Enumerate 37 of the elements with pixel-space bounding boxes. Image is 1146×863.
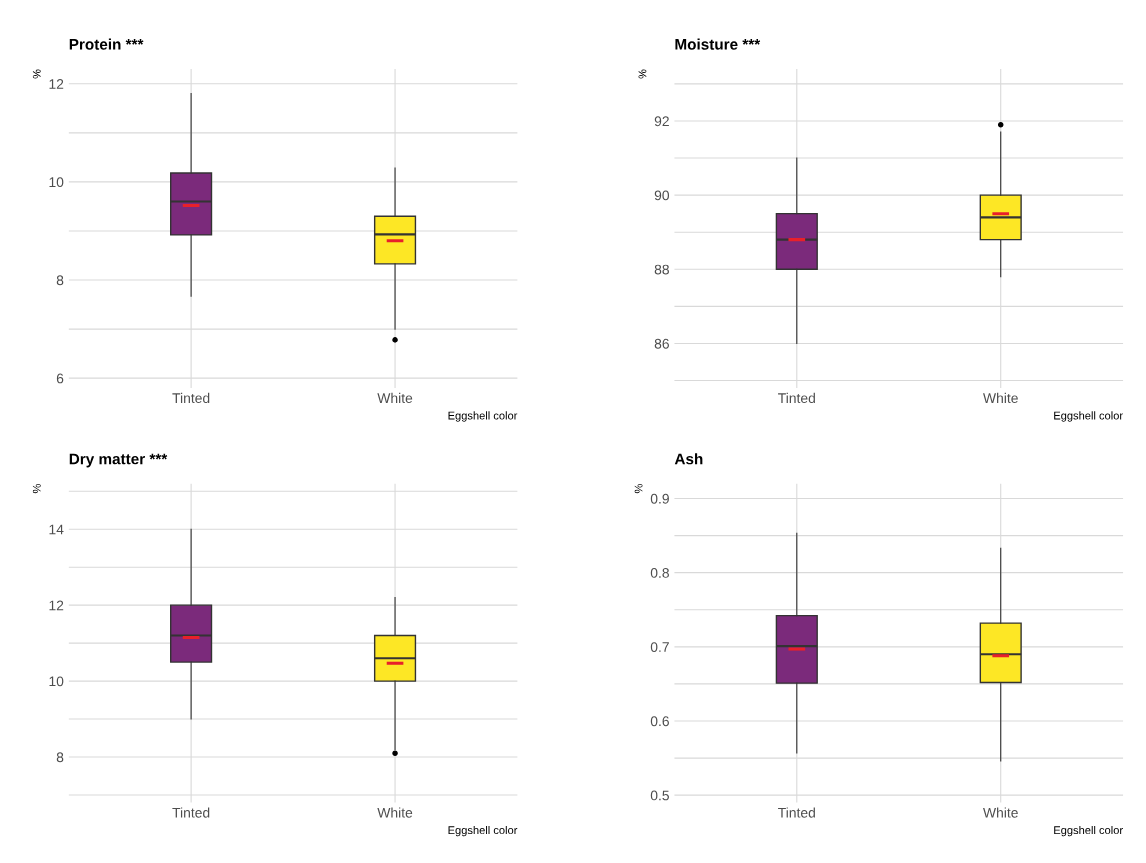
y-tick-label: 8 — [56, 275, 64, 286]
y-tick-label: 12 — [49, 600, 64, 611]
x-tick-label: White — [983, 392, 1018, 404]
y-axis-title: % — [32, 69, 41, 79]
y-tick-label: 0.8 — [650, 567, 669, 578]
y-tick-label: 0.7 — [650, 642, 669, 652]
x-tick-label: Tinted — [172, 392, 210, 404]
chart-title: Dry matter *** — [69, 453, 168, 468]
chart-title: Moisture *** — [675, 38, 761, 50]
x-axis-title: Eggshell color — [1054, 825, 1123, 837]
y-tick-label: 8 — [56, 752, 64, 763]
y-tick-label: 6 — [56, 373, 64, 384]
x-tick-label: White — [377, 807, 413, 818]
x-axis-title: Eggshell color — [448, 411, 518, 422]
y-tick-label: 88 — [654, 264, 669, 275]
x-tick-label: Tinted — [778, 392, 815, 404]
chart-title: Protein *** — [69, 38, 144, 50]
x-tick-label: Tinted — [778, 807, 815, 818]
x-tick-label: Tinted — [172, 807, 210, 818]
y-axis-title: % — [32, 484, 41, 494]
y-tick-label: 0.9 — [650, 493, 669, 504]
y-tick-label: 0.5 — [650, 790, 669, 801]
x-tick-label: White — [377, 392, 413, 404]
y-tick-label: 90 — [654, 190, 670, 201]
y-tick-label: 14 — [49, 524, 64, 535]
y-tick-label: 10 — [49, 676, 64, 687]
x-axis-title: Eggshell color — [448, 825, 518, 837]
y-axis-title: % — [638, 69, 647, 79]
y-tick-label: 86 — [654, 338, 669, 349]
y-tick-label: 12 — [49, 79, 64, 89]
y-tick-label: 0.6 — [650, 716, 669, 727]
y-axis-title: % — [634, 484, 643, 494]
x-tick-label: White — [983, 807, 1018, 818]
y-tick-label: 10 — [49, 177, 64, 188]
y-tick-label: 92 — [654, 116, 669, 127]
x-axis-title: Eggshell color — [1054, 411, 1123, 422]
chart-title: Ash — [674, 453, 703, 465]
